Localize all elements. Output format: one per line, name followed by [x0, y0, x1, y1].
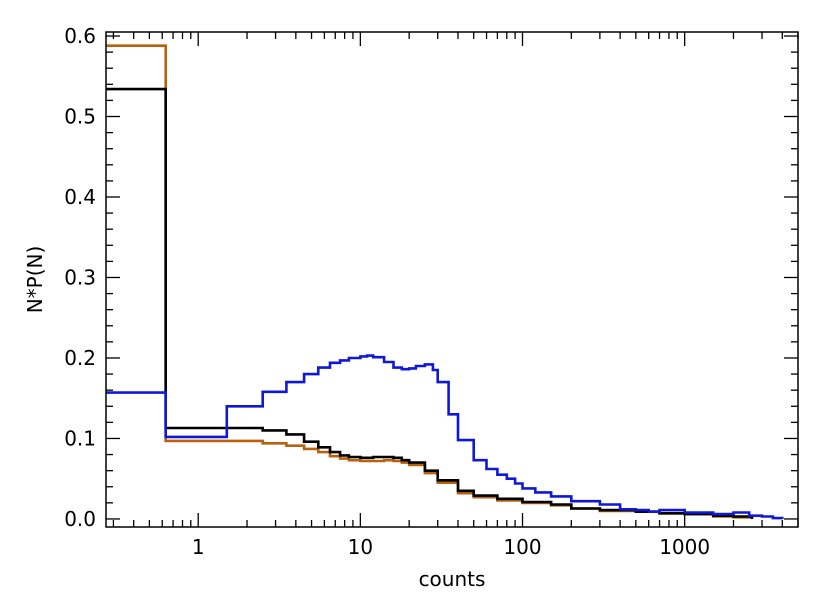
- series-line-1: [106, 44, 754, 519]
- x-tick-label: 1000: [659, 535, 710, 559]
- y-tick-label: 0.4: [64, 185, 96, 209]
- y-tick-label: 0.2: [64, 346, 96, 370]
- plot-frame: [105, 31, 799, 528]
- x-tick-label: 1: [192, 535, 205, 559]
- y-tick-label: 0.3: [64, 265, 96, 289]
- labels-layer: 1 10 100 1000 0.0 0.1 0.2 0.3 0.4 0.5 0.6: [64, 24, 710, 559]
- series-line-3: [106, 354, 784, 520]
- y-tick-label: 0.5: [64, 105, 96, 129]
- series-layer: [106, 44, 784, 520]
- y-tick-label: 0.6: [64, 24, 96, 48]
- y-tick-label: 0.1: [64, 426, 96, 450]
- ticks-layer: [106, 32, 799, 527]
- x-tick-label: 100: [503, 535, 541, 559]
- y-tick-label: 0.0: [64, 507, 96, 531]
- x-axis-label: counts: [419, 567, 486, 591]
- y-axis-label: N*P(N): [23, 246, 47, 314]
- x-tick-label: 10: [348, 535, 373, 559]
- series-line-2: [106, 87, 754, 519]
